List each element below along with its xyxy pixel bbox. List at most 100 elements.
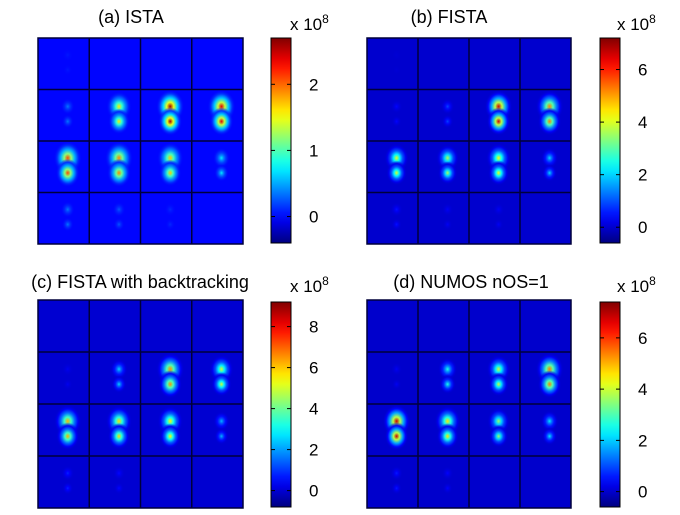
- panel-title: (c) FISTA with backtracking: [31, 272, 249, 292]
- panel-title: (d) NUMOS nOS=1: [393, 272, 549, 292]
- heatmap-blob: [439, 374, 456, 395]
- heatmap-blob: [61, 362, 74, 377]
- heatmap-blob: [436, 423, 459, 450]
- heatmap-blob: [440, 98, 455, 115]
- heatmap-tile: [418, 89, 469, 141]
- heatmap-blob: [537, 370, 562, 399]
- heatmap-blob: [390, 465, 403, 481]
- colorbar-multiplier: x 108: [617, 12, 656, 34]
- heatmap-blob: [391, 115, 402, 128]
- heatmap-tile: [367, 352, 418, 404]
- heatmap-blob: [107, 158, 131, 188]
- colorbar-tick-label: 4: [638, 380, 647, 399]
- heatmap-tile: [191, 456, 243, 508]
- heatmap-blob: [487, 160, 510, 186]
- heatmap-blob: [442, 482, 453, 495]
- heatmap-blob: [108, 108, 130, 135]
- colorbar-tick-label: 0: [309, 482, 318, 501]
- colorbar-gradient: [270, 37, 292, 244]
- heatmap-montage: [366, 299, 572, 509]
- heatmap-blob: [437, 357, 458, 381]
- heatmap-tile: [89, 38, 141, 90]
- heatmap-tile: [89, 456, 141, 508]
- colorbar-gradient: [599, 37, 621, 244]
- heatmap-blob: [486, 107, 511, 136]
- heatmap-blob: [492, 202, 505, 217]
- panel-c: (c) FISTA with backtracking 0 2 4 6 8 x 108: [31, 272, 329, 509]
- heatmap-tile: [367, 456, 418, 508]
- heatmap-tile: [367, 89, 418, 141]
- heatmap-blob: [165, 218, 176, 231]
- montage-frame: [37, 37, 244, 245]
- heatmap-blob: [391, 378, 402, 391]
- colorbar-tick-label: 2: [638, 431, 647, 450]
- heatmap-blob: [391, 64, 402, 76]
- heatmap-tile: [520, 38, 571, 90]
- colorbar-tick-label: 2: [309, 75, 318, 94]
- montage-frame: [37, 299, 244, 509]
- colorbar-tick-label: 6: [309, 359, 318, 378]
- panel-a: (a) ISTA 0 1 2 x 108: [37, 7, 329, 245]
- heatmap-blob: [540, 147, 559, 169]
- colorbar-multiplier: x 108: [290, 12, 329, 34]
- heatmap-montage: [37, 299, 244, 509]
- colorbar-tick-label: 6: [638, 329, 647, 348]
- heatmap-blob: [391, 481, 402, 495]
- heatmap-blob: [384, 422, 409, 451]
- colorbar-tick-label: 4: [638, 113, 647, 132]
- colorbar: 0 2 4 6: [599, 301, 647, 508]
- heatmap-blob: [214, 427, 229, 445]
- heatmap-blob: [209, 107, 234, 136]
- heatmap-tile: [140, 38, 192, 90]
- heatmap-blob: [488, 372, 509, 397]
- heatmap-blob: [62, 378, 73, 391]
- colorbar-tick-label: 4: [309, 400, 318, 419]
- heatmap-blob: [212, 147, 231, 169]
- heatmap-tile: [520, 192, 571, 244]
- heatmap-tile: [38, 352, 90, 404]
- heatmap-blob: [390, 202, 403, 217]
- heatmap-tile: [38, 89, 90, 141]
- heatmap-tile: [367, 192, 418, 244]
- colorbar: 0 2 4 6: [599, 37, 647, 244]
- heatmap-blob: [488, 424, 509, 448]
- heatmap-blob: [159, 423, 182, 450]
- heatmap-blob: [391, 48, 403, 62]
- heatmap-tile: [38, 456, 90, 508]
- heatmap-montage: [366, 37, 572, 245]
- heatmap-blob: [62, 48, 74, 62]
- heatmap-blob: [159, 159, 182, 187]
- colorbar-tick-label: 1: [309, 141, 318, 160]
- colorbar-multiplier: x 108: [290, 274, 329, 296]
- colorbar-tick-label: 0: [309, 208, 318, 227]
- heatmap-tile: [367, 300, 418, 352]
- colorbar-tick-label: 6: [638, 61, 647, 80]
- panel-d: (d) NUMOS nOS=1 0 2 4 6 x 108: [366, 272, 656, 509]
- heatmap-blob: [211, 372, 232, 397]
- heatmap-blob: [158, 370, 183, 399]
- colorbar-tick-label: 8: [309, 318, 318, 337]
- heatmap-blob: [60, 98, 75, 115]
- heatmap-tile: [418, 192, 469, 244]
- heatmap-blob: [61, 114, 74, 129]
- colorbar-gradient: [599, 301, 621, 508]
- heatmap-blob: [441, 114, 454, 129]
- heatmap-tile: [38, 38, 90, 90]
- heatmap-tile: [191, 192, 243, 244]
- heatmap-blob: [112, 465, 126, 481]
- heatmap-blob: [542, 164, 558, 182]
- heatmap-blob: [214, 164, 229, 182]
- colorbar-tick-label: 2: [638, 166, 647, 185]
- heatmap-tile: [89, 192, 141, 244]
- heatmap-blob: [113, 482, 125, 495]
- heatmap-montage: [37, 37, 244, 245]
- heatmap-blob: [386, 160, 407, 186]
- heatmap-blob: [55, 158, 80, 188]
- colorbar: 0 1 2: [270, 37, 318, 244]
- heatmap-blob: [390, 99, 403, 114]
- heatmap-blob: [537, 107, 562, 136]
- heatmap-blob: [213, 411, 230, 432]
- colorbar: 0 2 4 6 8: [270, 301, 318, 508]
- heatmap-blob: [158, 107, 183, 136]
